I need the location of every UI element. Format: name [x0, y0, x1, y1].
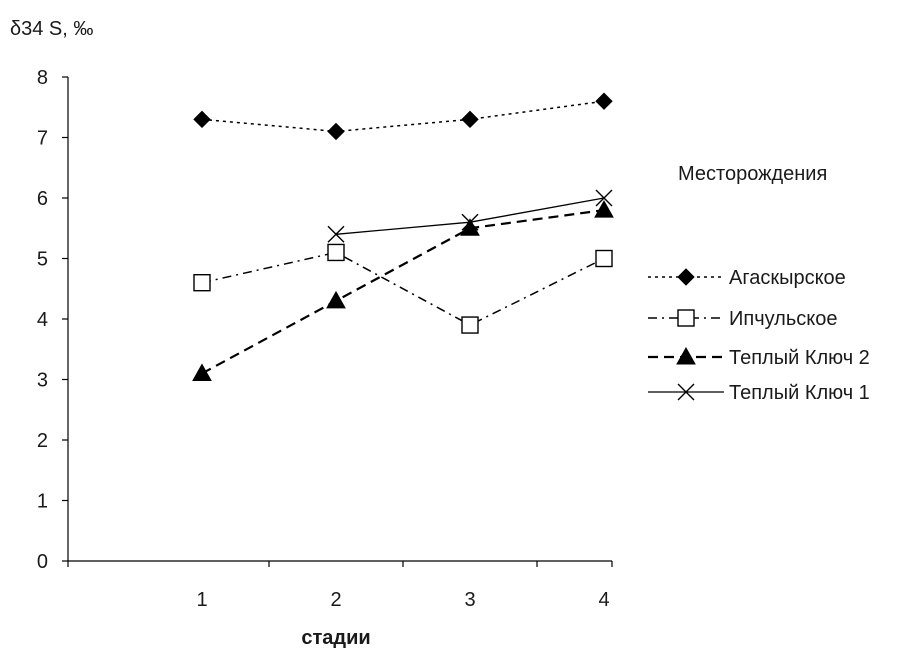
legend-marker — [677, 383, 695, 401]
legend-item: Теплый Ключ 2 — [648, 346, 870, 369]
x-ticks: 1 2 3 4 — [67, 561, 613, 611]
data-point — [326, 290, 346, 309]
x-tick-label: 2 — [330, 589, 341, 611]
y-tick-label: 6 — [37, 188, 48, 210]
data-point — [193, 110, 211, 129]
legend-label: Агаскырское — [729, 267, 846, 289]
data-point — [327, 122, 345, 141]
legend-item: Теплый Ключ 1 — [648, 382, 870, 404]
series-line — [201, 251, 605, 326]
legend-title: Месторождения — [678, 163, 827, 185]
data-point — [461, 110, 479, 129]
legend-item: Ипчульское — [648, 308, 838, 330]
x-tick-label: 4 — [598, 589, 609, 611]
series-group — [192, 92, 614, 381]
legend-label: Теплый Ключ 2 — [729, 347, 870, 369]
y-axis-label: δ34 S, ‰ — [10, 18, 93, 40]
data-point — [595, 92, 613, 110]
axes — [67, 77, 612, 562]
data-point — [595, 189, 613, 207]
data-point — [193, 274, 211, 292]
series-line — [201, 100, 605, 133]
legend: Агаскырское Ипчульское Теплый Ключ 2 Теплый… — [648, 267, 870, 404]
data-point — [327, 225, 345, 243]
y-tick-label: 2 — [37, 430, 48, 452]
legend-marker — [677, 268, 695, 286]
y-tick-label: 1 — [37, 491, 48, 513]
data-point — [461, 213, 479, 231]
x-axis-label: стадии — [301, 627, 370, 649]
y-ticks: 0 1 2 3 4 5 6 7 8 — [37, 67, 68, 573]
legend-label: Ипчульское — [729, 308, 838, 330]
legend-label: Теплый Ключ 1 — [729, 382, 870, 404]
legend-marker — [677, 309, 695, 327]
data-point — [192, 363, 212, 381]
y-tick-label: 3 — [37, 370, 48, 392]
data-point — [594, 200, 614, 218]
x-tick-label: 1 — [196, 589, 207, 611]
y-tick-label: 5 — [37, 249, 48, 271]
series-1 — [193, 243, 613, 334]
y-tick-label: 4 — [37, 309, 48, 331]
legend-marker — [676, 346, 696, 365]
y-tick-label: 0 — [37, 551, 48, 573]
x-tick-label: 3 — [464, 589, 475, 611]
data-point — [327, 243, 345, 262]
y-tick-label: 7 — [37, 128, 48, 150]
series-0 — [193, 92, 613, 141]
series-line — [201, 209, 605, 375]
series-3 — [327, 189, 613, 243]
legend-item: Агаскырское — [648, 267, 846, 289]
y-tick-label: 8 — [37, 67, 48, 89]
data-point — [461, 316, 479, 334]
data-point — [595, 249, 613, 268]
